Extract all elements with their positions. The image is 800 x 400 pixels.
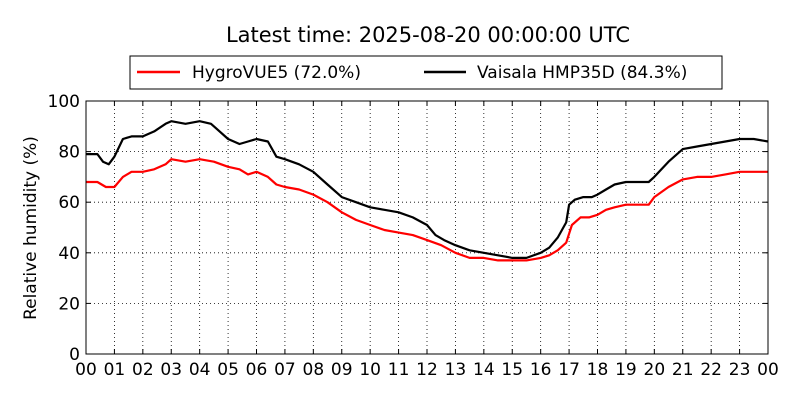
y-tick-label: 60 xyxy=(58,193,80,213)
x-tick-label: 16 xyxy=(530,360,552,380)
x-tick-label: 21 xyxy=(672,360,694,380)
x-tick-label: 08 xyxy=(303,360,325,380)
legend: HygroVUE5 (72.0%) Vaisala HMP35D (84.3%) xyxy=(129,55,723,90)
x-tick-label: 23 xyxy=(729,360,751,380)
x-tick-label: 04 xyxy=(189,360,211,380)
chart-title: Latest time: 2025-08-20 00:00:00 UTC xyxy=(226,23,630,47)
x-tick-label: 00 xyxy=(75,360,97,380)
series-layer xyxy=(86,120,769,262)
x-tick-label: 05 xyxy=(217,360,239,380)
series-line-vaisala xyxy=(86,120,769,259)
y-tick-label: 20 xyxy=(58,294,80,314)
y-tick-label: 40 xyxy=(58,244,80,264)
x-tick-label: 00 xyxy=(757,360,779,380)
x-tick-label: 13 xyxy=(445,360,467,380)
x-tick-label: 12 xyxy=(416,360,438,380)
legend-label-vaisala: Vaisala HMP35D (84.3%) xyxy=(477,63,687,83)
plot-area-frame xyxy=(85,100,769,355)
y-tick-label: 100 xyxy=(48,92,80,112)
x-tick-label: 11 xyxy=(388,360,410,380)
x-tick-label: 03 xyxy=(160,360,182,380)
x-tick-label: 18 xyxy=(587,360,609,380)
x-tick-label: 09 xyxy=(331,360,353,380)
x-tick-label: 14 xyxy=(473,360,495,380)
grid xyxy=(86,101,768,354)
x-tick-label: 02 xyxy=(132,360,154,380)
x-tick-label: 19 xyxy=(615,360,637,380)
x-tick-label: 06 xyxy=(246,360,268,380)
y-tick-label: 0 xyxy=(69,345,80,365)
x-tick-label: 20 xyxy=(644,360,666,380)
x-tick-label: 10 xyxy=(359,360,381,380)
x-tick-label: 15 xyxy=(501,360,523,380)
y-axis-label: Relative humidity (%) xyxy=(21,136,41,320)
x-tick-label: 22 xyxy=(700,360,722,380)
series-line-hygrovue5 xyxy=(86,158,768,262)
legend-label-hygrovue5: HygroVUE5 (72.0%) xyxy=(192,63,361,83)
y-tick-label: 80 xyxy=(58,143,80,163)
x-tick-label: 01 xyxy=(104,360,126,380)
x-tick-label: 07 xyxy=(274,360,296,380)
tick-layer: 0 20 40 60 80 100 00 01 02 03 04 05 06 07 08 09 10 11 12 13… xyxy=(48,92,779,380)
x-tick-label: 17 xyxy=(558,360,580,380)
